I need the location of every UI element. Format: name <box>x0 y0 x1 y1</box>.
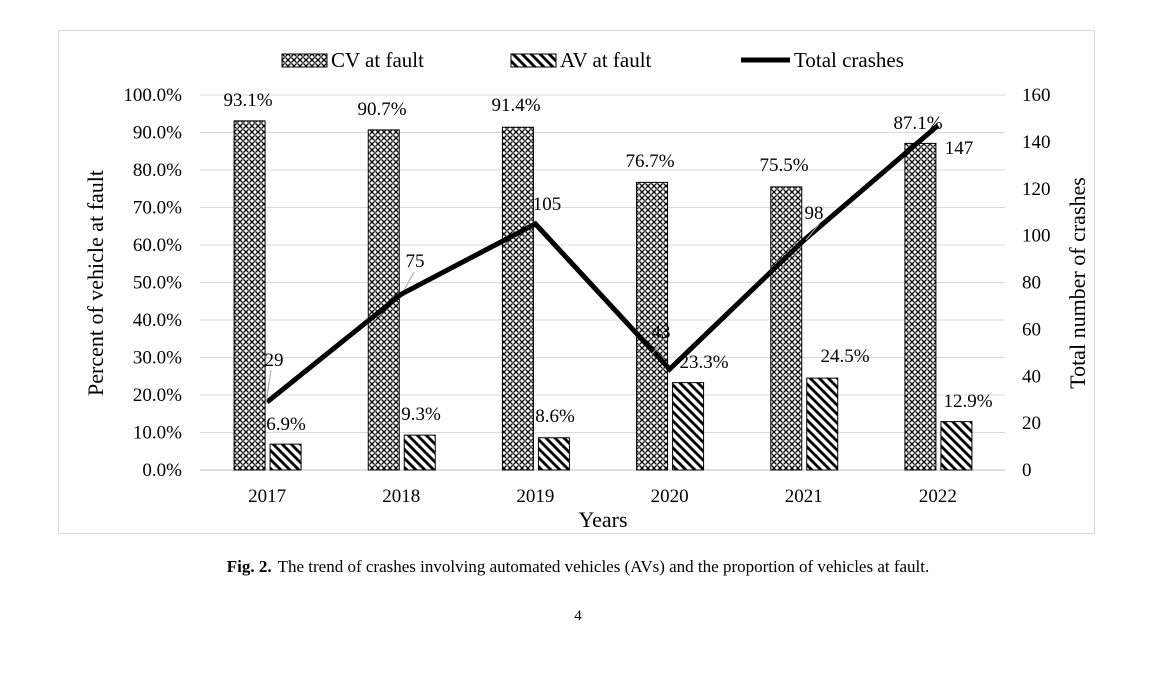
y-tick-label: 40.0% <box>133 310 182 331</box>
x-tick-label: 2019 <box>516 486 554 507</box>
page-number: 4 <box>574 608 582 624</box>
y2-tick-label: 100 <box>1022 226 1051 247</box>
y-tick-label: 0.0% <box>142 460 182 481</box>
cv-data-label: 87.1% <box>893 113 942 134</box>
crash-trend-chart: 93.1% 90.7% 91.4% 76.7% 75.5% 87.1% 6.9% 9.3% 8.… <box>83 48 1090 532</box>
x-tick-label: 2020 <box>651 486 689 507</box>
y-axis-title: Percent of vehicle at fault <box>83 170 108 396</box>
y-tick-label: 50.0% <box>133 273 182 294</box>
av-data-label: 12.9% <box>943 391 992 412</box>
data-labels: 93.1% 90.7% 91.4% 76.7% 75.5% 87.1% 6.9% 9.3% 8.… <box>223 90 992 435</box>
total-crashes-data-label: 147 <box>945 138 974 159</box>
legend: CV at fault AV at fault Total crashes <box>281 48 904 72</box>
legend-total-crashes-label: Total crashes <box>794 48 904 72</box>
x-tick-label: 2022 <box>919 486 957 507</box>
y2-tick-label: 120 <box>1022 179 1051 200</box>
av-data-label: 6.9% <box>266 414 306 435</box>
legend-cv-label: CV at fault <box>331 48 424 72</box>
cv-at-fault-bar <box>233 120 266 471</box>
cv-data-label: 93.1% <box>223 90 272 111</box>
y-tick-label: 100.0% <box>123 85 182 106</box>
y-tick-label: 20.0% <box>133 385 182 406</box>
cv-at-fault-bar <box>636 181 669 471</box>
x-tick-label: 2017 <box>248 486 286 507</box>
total-crashes-line-group <box>265 123 940 404</box>
bars <box>233 120 973 471</box>
cv-data-label: 91.4% <box>491 95 540 116</box>
cv-data-label: 76.7% <box>625 151 674 172</box>
total-crashes-data-label: 75 <box>406 251 425 272</box>
av-at-fault-bar <box>940 421 973 471</box>
cv-at-fault-bar <box>770 186 803 471</box>
av-data-label: 9.3% <box>401 404 441 425</box>
label-leader-line <box>651 342 662 355</box>
figure-caption-text: The trend of crashes involving automated… <box>277 557 930 576</box>
x-axis-title: Years <box>578 507 627 532</box>
y2-tick-label: 160 <box>1022 85 1051 106</box>
av-at-fault-bar <box>537 437 570 471</box>
legend-av-swatch <box>510 53 557 68</box>
av-data-label: 8.6% <box>535 406 575 427</box>
y2-tick-label: 80 <box>1022 273 1041 294</box>
total-crashes-data-label: 98 <box>805 203 824 224</box>
legend-av-label: AV at fault <box>560 48 652 72</box>
total-crashes-data-label: 29 <box>265 350 284 371</box>
x-tick-label: 2021 <box>785 486 823 507</box>
y-tick-label: 30.0% <box>133 348 182 369</box>
av-data-label: 23.3% <box>679 352 728 373</box>
label-leader-line <box>403 271 415 291</box>
y2-tick-label: 40 <box>1022 366 1041 387</box>
label-leader-line <box>805 223 820 241</box>
cv-data-label: 90.7% <box>357 99 406 120</box>
x-tick-label: 2018 <box>382 486 420 507</box>
av-at-fault-bar <box>403 434 436 471</box>
y2-tick-label: 0 <box>1022 460 1032 481</box>
y2-tick-label: 60 <box>1022 319 1041 340</box>
av-at-fault-bar <box>672 382 705 471</box>
label-leader-line <box>265 369 272 405</box>
y-tick-label: 10.0% <box>133 423 182 444</box>
figure-label: Fig. 2. <box>226 557 272 576</box>
y-tick-label: 90.0% <box>133 123 182 144</box>
av-at-fault-bar <box>269 443 302 471</box>
legend-cv-swatch <box>281 53 328 68</box>
cv-at-fault-bar <box>904 142 937 471</box>
y-tick-label: 60.0% <box>133 235 182 256</box>
y2-tick-label: 140 <box>1022 132 1051 153</box>
cv-data-label: 75.5% <box>759 155 808 176</box>
y2-tick-label: 20 <box>1022 413 1041 434</box>
total-crashes-line <box>265 123 940 404</box>
chart-frame <box>58 30 1095 534</box>
av-at-fault-bar <box>806 377 839 471</box>
total-crashes-data-label: 105 <box>533 194 562 215</box>
av-data-label: 24.5% <box>820 346 869 367</box>
axes: 0.0% 10.0% 20.0% 30.0% 40.0% 50.0% 60.0% 70.0% 8… <box>83 85 1090 532</box>
grid-lines <box>200 94 1005 471</box>
figure-caption: Fig. 2. The trend of crashes involving au… <box>0 557 1156 577</box>
y-tick-label: 70.0% <box>133 198 182 219</box>
y2-axis-title: Total number of crashes <box>1065 177 1090 389</box>
y-tick-label: 80.0% <box>133 160 182 181</box>
cv-at-fault-bar <box>501 126 534 471</box>
total-crashes-data-label: 43 <box>652 322 671 343</box>
